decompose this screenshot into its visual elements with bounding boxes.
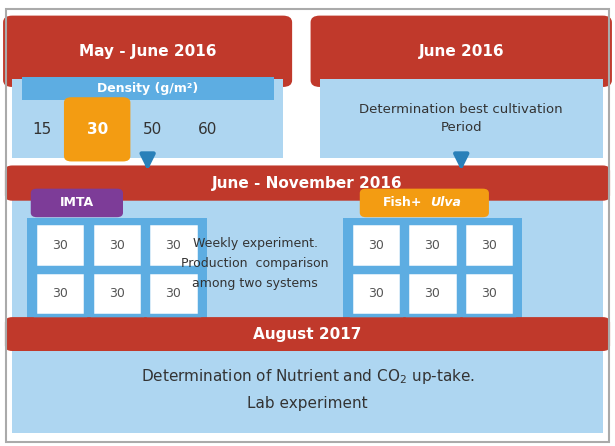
Text: August 2017: August 2017 bbox=[253, 326, 362, 342]
FancyBboxPatch shape bbox=[31, 189, 123, 217]
Text: 30: 30 bbox=[424, 287, 440, 300]
Bar bbox=[148, 223, 199, 267]
Text: 60: 60 bbox=[198, 122, 218, 137]
Text: Lab experiment: Lab experiment bbox=[247, 396, 368, 411]
Text: May - June 2016: May - June 2016 bbox=[79, 44, 216, 59]
Bar bbox=[22, 77, 274, 100]
Text: June 2016: June 2016 bbox=[418, 44, 504, 59]
Bar bbox=[407, 223, 458, 267]
Text: 30: 30 bbox=[52, 287, 68, 300]
FancyBboxPatch shape bbox=[360, 189, 489, 217]
Text: 30: 30 bbox=[87, 122, 108, 137]
FancyBboxPatch shape bbox=[311, 16, 612, 87]
Text: Determination of Nutrient and CO$_2$ up-take.: Determination of Nutrient and CO$_2$ up-… bbox=[140, 368, 475, 386]
Bar bbox=[407, 272, 458, 315]
Text: 30: 30 bbox=[165, 287, 181, 300]
Bar bbox=[12, 344, 603, 433]
Bar bbox=[92, 272, 142, 315]
Bar bbox=[464, 272, 514, 315]
Text: Determination best cultivation
Period: Determination best cultivation Period bbox=[359, 103, 563, 134]
Bar bbox=[35, 272, 85, 315]
Text: 50: 50 bbox=[143, 122, 162, 137]
Bar bbox=[12, 79, 283, 158]
Bar bbox=[92, 223, 142, 267]
Text: 30: 30 bbox=[481, 287, 497, 300]
Text: 30: 30 bbox=[165, 239, 181, 252]
Text: 30: 30 bbox=[368, 287, 384, 300]
Text: 30: 30 bbox=[368, 239, 384, 252]
FancyBboxPatch shape bbox=[5, 317, 610, 351]
Bar bbox=[351, 223, 401, 267]
Bar bbox=[320, 79, 603, 158]
Bar bbox=[148, 272, 199, 315]
FancyBboxPatch shape bbox=[64, 97, 130, 161]
Bar bbox=[12, 194, 603, 326]
Text: Weekly experiment.
Production  comparison
among two systems: Weekly experiment. Production comparison… bbox=[181, 237, 329, 289]
Text: 30: 30 bbox=[481, 239, 497, 252]
Text: IMTA: IMTA bbox=[60, 196, 94, 210]
Text: 30: 30 bbox=[424, 239, 440, 252]
Text: Fish+: Fish+ bbox=[383, 196, 423, 210]
Bar bbox=[35, 223, 85, 267]
Text: Ulva: Ulva bbox=[430, 196, 461, 210]
Bar bbox=[351, 272, 401, 315]
Text: 15: 15 bbox=[32, 122, 52, 137]
Text: 30: 30 bbox=[52, 239, 68, 252]
Text: 30: 30 bbox=[109, 287, 125, 300]
Text: Density (g/m²): Density (g/m²) bbox=[97, 82, 198, 95]
Bar bbox=[27, 218, 207, 321]
Text: June - November 2016: June - November 2016 bbox=[212, 176, 403, 191]
FancyBboxPatch shape bbox=[5, 165, 610, 201]
Text: 30: 30 bbox=[109, 239, 125, 252]
Bar bbox=[464, 223, 514, 267]
FancyBboxPatch shape bbox=[3, 16, 292, 87]
Bar bbox=[343, 218, 522, 321]
